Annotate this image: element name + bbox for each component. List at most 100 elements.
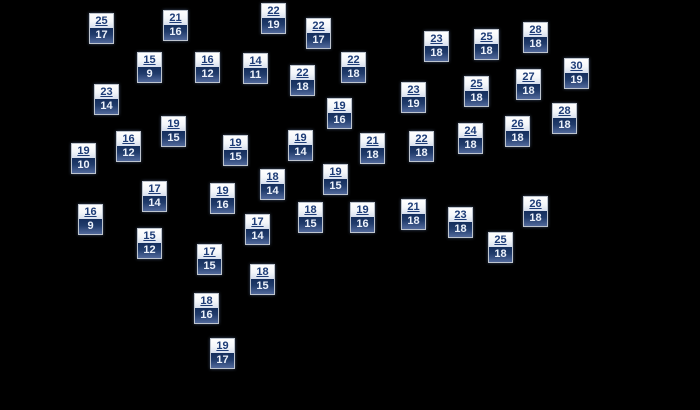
temp-marker[interactable]: 28 18 — [552, 103, 577, 134]
temp-marker[interactable]: 28 18 — [523, 22, 548, 53]
temp-marker[interactable]: 17 14 — [245, 214, 270, 245]
high-temp-link[interactable]: 22 — [262, 4, 285, 18]
high-temp-link[interactable]: 21 — [402, 200, 425, 214]
temp-marker[interactable]: 22 18 — [409, 131, 434, 162]
high-temp-link[interactable]: 15 — [138, 229, 161, 243]
high-temp-link[interactable]: 19 — [324, 165, 347, 179]
high-temp-link[interactable]: 16 — [196, 53, 219, 67]
low-temp-value: 18 — [524, 37, 547, 52]
temp-marker[interactable]: 14 11 — [243, 53, 268, 84]
temp-marker[interactable]: 27 18 — [516, 69, 541, 100]
temp-marker[interactable]: 25 18 — [464, 76, 489, 107]
temp-marker[interactable]: 25 17 — [89, 13, 114, 44]
high-temp-link[interactable]: 19 — [328, 99, 351, 113]
high-temp-link[interactable]: 23 — [425, 32, 448, 46]
temp-marker[interactable]: 22 18 — [290, 65, 315, 96]
temp-marker[interactable]: 19 16 — [327, 98, 352, 129]
temp-marker[interactable]: 21 18 — [401, 199, 426, 230]
high-temp-link[interactable]: 22 — [291, 66, 314, 80]
temp-marker[interactable]: 25 18 — [474, 29, 499, 60]
high-temp-link[interactable]: 18 — [261, 170, 284, 184]
high-temp-link[interactable]: 19 — [224, 136, 247, 150]
high-temp-link[interactable]: 18 — [195, 294, 218, 308]
high-temp-link[interactable]: 21 — [361, 134, 384, 148]
high-temp-link[interactable]: 17 — [246, 215, 269, 229]
high-temp-link[interactable]: 25 — [475, 30, 498, 44]
low-temp-value: 16 — [211, 198, 234, 213]
temp-marker[interactable]: 16 12 — [116, 131, 141, 162]
high-temp-link[interactable]: 28 — [553, 104, 576, 118]
high-temp-link[interactable]: 26 — [524, 197, 547, 211]
high-temp-link[interactable]: 16 — [117, 132, 140, 146]
temp-marker[interactable]: 30 19 — [564, 58, 589, 89]
high-temp-link[interactable]: 17 — [143, 182, 166, 196]
temp-marker[interactable]: 25 18 — [488, 232, 513, 263]
high-temp-link[interactable]: 19 — [72, 144, 95, 158]
temp-marker[interactable]: 23 19 — [401, 82, 426, 113]
low-temp-value: 18 — [342, 67, 365, 82]
high-temp-link[interactable]: 21 — [164, 11, 187, 25]
high-temp-link[interactable]: 15 — [138, 53, 161, 67]
high-temp-link[interactable]: 18 — [251, 265, 274, 279]
high-temp-link[interactable]: 23 — [95, 85, 118, 99]
temp-marker[interactable]: 19 15 — [323, 164, 348, 195]
temp-marker[interactable]: 15 12 — [137, 228, 162, 259]
high-temp-link[interactable]: 28 — [524, 23, 547, 37]
temp-marker[interactable]: 23 14 — [94, 84, 119, 115]
temp-marker[interactable]: 17 14 — [142, 181, 167, 212]
temp-marker[interactable]: 22 18 — [341, 52, 366, 83]
low-temp-value: 18 — [410, 146, 433, 161]
high-temp-link[interactable]: 19 — [211, 184, 234, 198]
temp-marker[interactable]: 19 15 — [223, 135, 248, 166]
temp-marker[interactable]: 18 16 — [194, 293, 219, 324]
temp-marker[interactable]: 16 12 — [195, 52, 220, 83]
high-temp-link[interactable]: 22 — [307, 19, 330, 33]
low-temp-value: 18 — [524, 211, 547, 226]
low-temp-value: 19 — [402, 97, 425, 112]
temp-marker[interactable]: 18 15 — [250, 264, 275, 295]
high-temp-link[interactable]: 22 — [410, 132, 433, 146]
temp-marker[interactable]: 23 18 — [424, 31, 449, 62]
low-temp-value: 18 — [517, 84, 540, 99]
temp-marker[interactable]: 24 18 — [458, 123, 483, 154]
temp-marker[interactable]: 17 15 — [197, 244, 222, 275]
low-temp-value: 9 — [138, 67, 161, 82]
temp-marker[interactable]: 22 19 — [261, 3, 286, 34]
temp-marker[interactable]: 18 15 — [298, 202, 323, 233]
high-temp-link[interactable]: 25 — [489, 233, 512, 247]
temp-marker[interactable]: 19 14 — [288, 130, 313, 161]
high-temp-link[interactable]: 19 — [211, 339, 234, 353]
high-temp-link[interactable]: 27 — [517, 70, 540, 84]
temp-marker[interactable]: 19 10 — [71, 143, 96, 174]
high-temp-link[interactable]: 19 — [162, 117, 185, 131]
high-temp-link[interactable]: 30 — [565, 59, 588, 73]
high-temp-link[interactable]: 17 — [198, 245, 221, 259]
temp-marker[interactable]: 19 15 — [161, 116, 186, 147]
high-temp-link[interactable]: 18 — [299, 203, 322, 217]
high-temp-link[interactable]: 25 — [90, 14, 113, 28]
high-temp-link[interactable]: 14 — [244, 54, 267, 68]
temp-marker[interactable]: 23 18 — [448, 207, 473, 238]
high-temp-link[interactable]: 26 — [506, 117, 529, 131]
temp-marker[interactable]: 19 16 — [350, 202, 375, 233]
high-temp-link[interactable]: 19 — [289, 131, 312, 145]
temp-marker[interactable]: 18 14 — [260, 169, 285, 200]
temp-marker[interactable]: 15 9 — [137, 52, 162, 83]
high-temp-link[interactable]: 24 — [459, 124, 482, 138]
temp-marker[interactable]: 22 17 — [306, 18, 331, 49]
temp-marker[interactable]: 16 9 — [78, 204, 103, 235]
low-temp-value: 18 — [459, 138, 482, 153]
high-temp-link[interactable]: 23 — [402, 83, 425, 97]
high-temp-link[interactable]: 25 — [465, 77, 488, 91]
temp-marker[interactable]: 26 18 — [523, 196, 548, 227]
high-temp-link[interactable]: 22 — [342, 53, 365, 67]
temp-marker[interactable]: 26 18 — [505, 116, 530, 147]
temp-marker[interactable]: 19 16 — [210, 183, 235, 214]
temp-marker[interactable]: 21 16 — [163, 10, 188, 41]
temp-marker[interactable]: 19 17 — [210, 338, 235, 369]
high-temp-link[interactable]: 23 — [449, 208, 472, 222]
high-temp-link[interactable]: 16 — [79, 205, 102, 219]
low-temp-value: 18 — [506, 131, 529, 146]
temp-marker[interactable]: 21 18 — [360, 133, 385, 164]
high-temp-link[interactable]: 19 — [351, 203, 374, 217]
